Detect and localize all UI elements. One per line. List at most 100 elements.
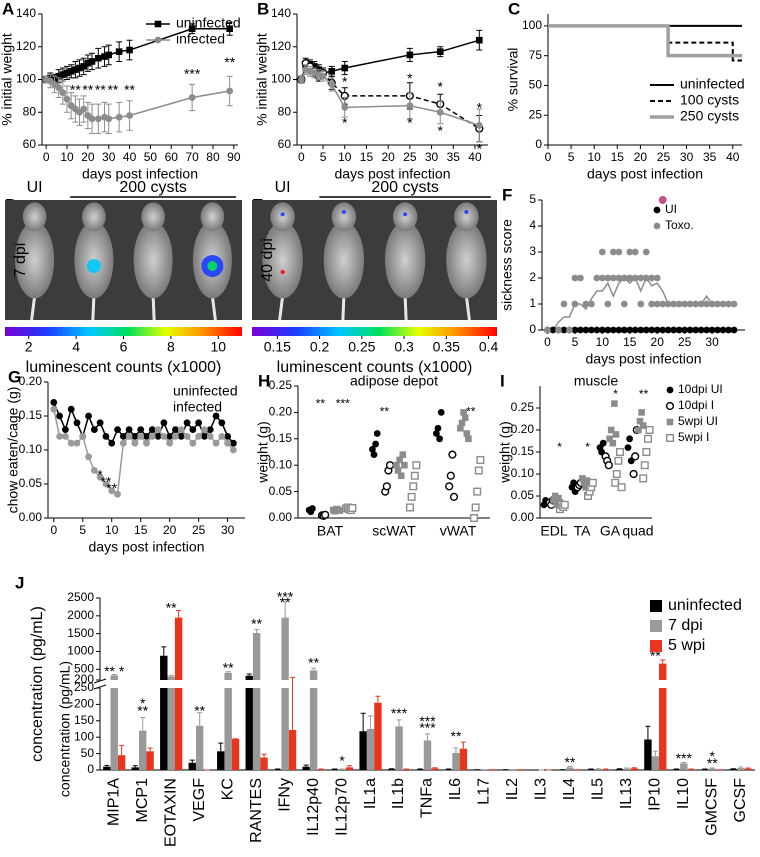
y-tick-label: 4 [529, 218, 536, 232]
data-point [67, 439, 75, 447]
y-tick-label: 100 [522, 18, 542, 32]
panel-letter: F [502, 185, 512, 204]
data-point [620, 300, 628, 308]
error-bar [375, 695, 381, 703]
error-bar [246, 673, 252, 676]
bar [281, 617, 289, 770]
data-point [555, 326, 562, 334]
legend-label: 5 wpi [668, 637, 705, 654]
mouse-body [323, 221, 365, 299]
x-tick-label: 5 [320, 150, 327, 164]
data-point [587, 300, 595, 308]
data-point [577, 326, 584, 334]
error-bar [681, 761, 687, 764]
significance: *** [419, 720, 436, 736]
colorbar-tick-label: 0.4 [479, 339, 499, 355]
x-tick-label: EDL [540, 523, 567, 539]
data-point [61, 426, 69, 433]
data-point [373, 430, 381, 437]
colorbar-tick-label: 2 [25, 339, 33, 355]
colorbar-tick-label: 0.2 [310, 339, 330, 355]
y-tick-label: 0.00 [511, 510, 535, 524]
y-tick-label: 2 [529, 270, 536, 284]
y-tick-label: 0.05 [19, 476, 43, 490]
x-tick-label: BAT [317, 523, 344, 539]
data-point [615, 248, 623, 256]
significance: ** [707, 755, 718, 771]
data-point [571, 300, 579, 308]
data-point [131, 433, 139, 440]
bar [737, 768, 745, 770]
x-tick-label: IL4 [561, 778, 578, 800]
side-label: 40 dpi [259, 238, 276, 282]
error-bar [282, 599, 288, 618]
luminescence [86, 259, 101, 273]
data-point [115, 48, 123, 55]
data-point [448, 450, 457, 459]
data-point [154, 426, 162, 433]
data-point [692, 300, 700, 308]
error-bar [197, 712, 203, 726]
data-point [609, 326, 617, 334]
significance: ** [380, 405, 390, 419]
y-tick-label: 100 [74, 729, 94, 743]
data-point [714, 326, 721, 334]
data-point [611, 400, 618, 407]
data-point [582, 300, 590, 308]
data-point [218, 433, 226, 440]
legend-marker [154, 36, 162, 44]
y-tick-label: 1500 [67, 626, 94, 640]
y-tick-label: 50 [529, 78, 543, 92]
bar [188, 762, 196, 770]
y-tick-label: 100 [16, 72, 36, 86]
data-point [148, 433, 156, 440]
data-point [73, 439, 81, 447]
data-point [230, 446, 237, 454]
bar [309, 670, 318, 770]
mouse-head [454, 202, 479, 232]
data-point [108, 487, 116, 495]
data-point [126, 46, 133, 54]
significance: ** [100, 473, 111, 489]
significance: ** [106, 480, 117, 496]
bar [146, 751, 154, 770]
data-point [725, 300, 732, 308]
data-point [648, 300, 656, 308]
x-tick-label: 10 [338, 150, 352, 164]
error-bar [652, 750, 658, 757]
y-tick-label: 80 [23, 104, 37, 118]
data-point [172, 433, 179, 440]
data-point [582, 326, 590, 334]
x-tick-label: IL6 [447, 778, 464, 800]
data-point [76, 64, 83, 72]
data-point [609, 248, 617, 256]
x-tick-label: IL12p70 [333, 778, 350, 836]
data-point [675, 326, 683, 334]
y-tick-label: 25 [529, 107, 543, 121]
data-point [206, 426, 214, 433]
data-point [631, 248, 639, 256]
significance: * [477, 100, 483, 116]
data-point [90, 426, 98, 433]
y-axis-label: weight (g) [255, 421, 271, 483]
x-tick-label: 90 [227, 150, 241, 164]
data-point [56, 412, 63, 420]
data-point [183, 433, 191, 440]
data-point [473, 487, 482, 496]
data-point [399, 451, 407, 458]
significance: ** [466, 405, 476, 419]
data-point [369, 445, 376, 453]
data-point [612, 431, 620, 438]
data-point [708, 300, 716, 308]
x-tick-label: 10 [596, 335, 610, 349]
luminescence [341, 210, 346, 214]
x-tick-label: IL1b [390, 778, 407, 809]
bar [245, 675, 253, 770]
data-point [126, 112, 133, 119]
mouse-head [270, 202, 295, 232]
data-point [226, 25, 233, 33]
data-point [119, 439, 127, 447]
data-point [212, 439, 220, 447]
bar [566, 767, 574, 770]
